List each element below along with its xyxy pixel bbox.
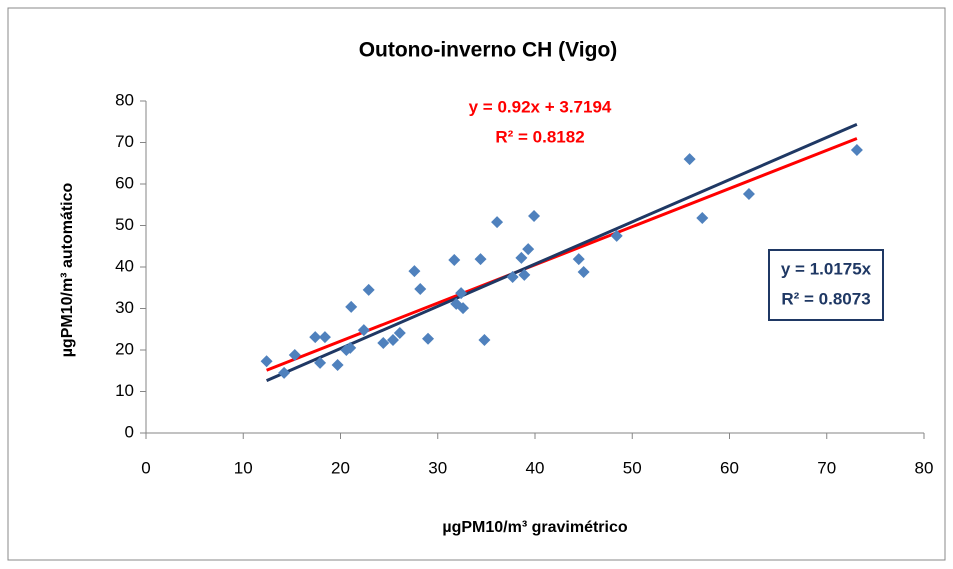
y-tick-label: 30 bbox=[115, 298, 134, 317]
point bbox=[515, 251, 528, 264]
point bbox=[474, 253, 487, 266]
point bbox=[345, 300, 358, 313]
trendline bbox=[265, 122, 858, 383]
point bbox=[455, 287, 468, 300]
point bbox=[278, 366, 291, 379]
point bbox=[408, 265, 421, 278]
point bbox=[610, 229, 623, 242]
x-tick-label: 80 bbox=[915, 458, 934, 477]
point bbox=[683, 153, 696, 166]
x-axis-label: µgPM10/m³ gravimétrico bbox=[442, 519, 628, 536]
y-tick-label: 0 bbox=[125, 422, 134, 441]
x-tick-label: 10 bbox=[234, 458, 253, 477]
point bbox=[331, 358, 344, 371]
y-tick-label: 50 bbox=[115, 215, 134, 234]
point bbox=[393, 326, 406, 339]
point bbox=[572, 253, 585, 266]
trend-equation: y = 1.0175x bbox=[781, 259, 872, 278]
point bbox=[518, 268, 531, 281]
point bbox=[357, 324, 370, 337]
point bbox=[314, 356, 327, 369]
point bbox=[742, 187, 755, 200]
trend-equation: y = 0.92x + 3.7194 bbox=[469, 97, 612, 116]
point bbox=[506, 270, 519, 283]
point bbox=[696, 212, 709, 225]
x-tick-label: 40 bbox=[526, 458, 545, 477]
point bbox=[260, 355, 273, 368]
x-tick-label: 70 bbox=[817, 458, 836, 477]
point bbox=[414, 282, 427, 295]
point bbox=[491, 216, 504, 229]
y-tick-label: 10 bbox=[115, 381, 134, 400]
chart-title: Outono-inverno CH (Vigo) bbox=[359, 39, 618, 62]
point bbox=[377, 336, 390, 349]
point bbox=[457, 302, 470, 315]
y-tick-label: 40 bbox=[115, 256, 134, 275]
x-tick-label: 50 bbox=[623, 458, 642, 477]
point bbox=[478, 334, 491, 347]
x-tick-label: 60 bbox=[720, 458, 739, 477]
point bbox=[362, 283, 375, 296]
point bbox=[577, 265, 590, 278]
trend-box bbox=[768, 249, 884, 321]
y-tick-label: 70 bbox=[115, 132, 134, 151]
y-tick-label: 20 bbox=[115, 339, 134, 358]
x-tick-label: 30 bbox=[428, 458, 447, 477]
trend-r2: R² = 0.8073 bbox=[781, 289, 870, 308]
point bbox=[522, 243, 535, 256]
y-axis-label: µgPM10/m³ automático bbox=[59, 182, 76, 357]
point bbox=[448, 253, 461, 266]
y-tick-label: 60 bbox=[115, 173, 134, 192]
point bbox=[387, 334, 400, 347]
point bbox=[528, 209, 541, 222]
y-tick-label: 80 bbox=[115, 90, 134, 109]
point bbox=[344, 341, 357, 354]
trend-r2: R² = 0.8182 bbox=[495, 127, 584, 146]
x-tick-label: 0 bbox=[141, 458, 150, 477]
point bbox=[850, 143, 863, 156]
point bbox=[422, 332, 435, 345]
point bbox=[309, 331, 322, 344]
point bbox=[288, 348, 301, 361]
point bbox=[318, 331, 331, 344]
x-tick-label: 20 bbox=[331, 458, 350, 477]
